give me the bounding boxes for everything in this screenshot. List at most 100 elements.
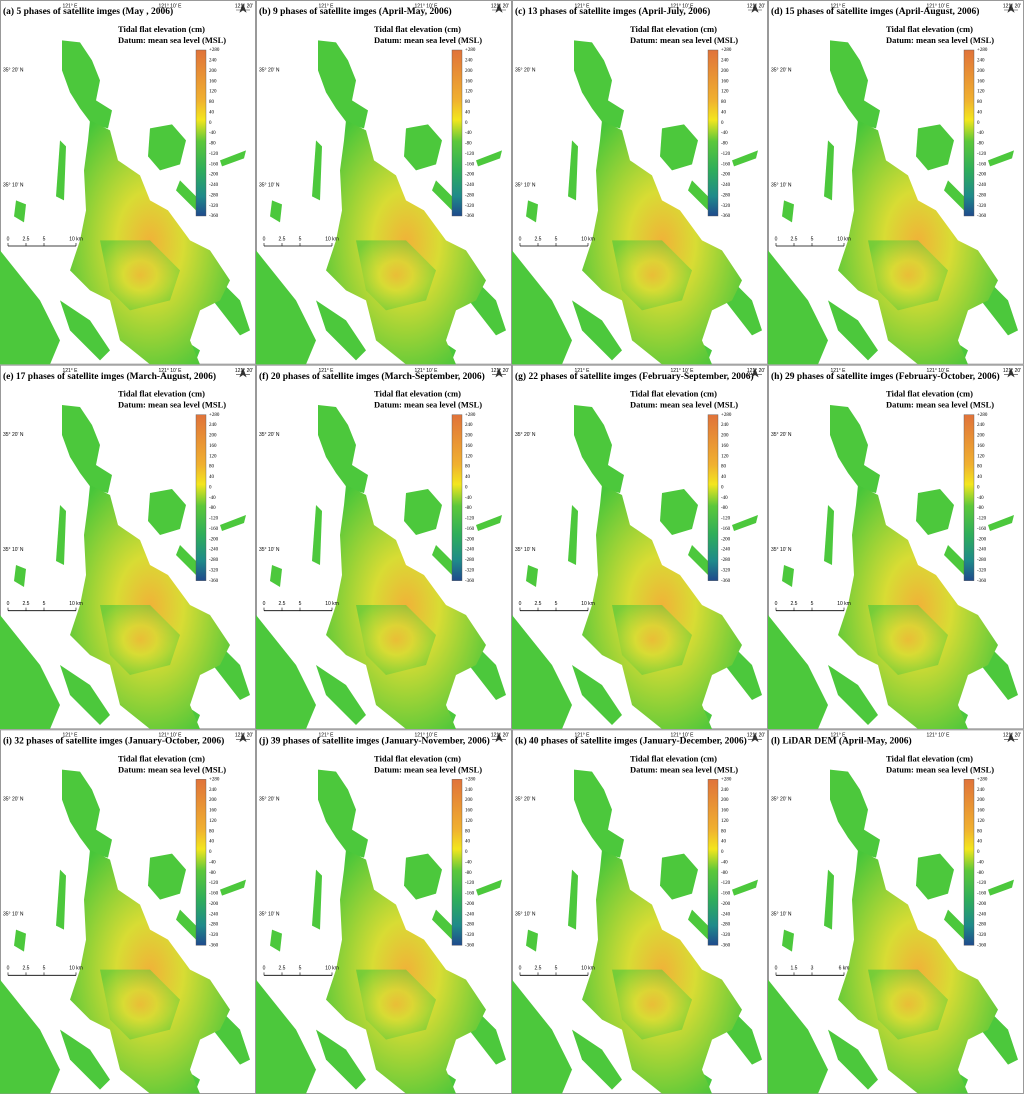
- scale-label: 5: [555, 966, 558, 972]
- color-bar-label: 200: [465, 69, 473, 74]
- scale-label: 5: [299, 601, 302, 607]
- longitude-label: 121° 20': [491, 368, 509, 374]
- map-panel: (k) 40 phases of satellite imges (Januar…: [512, 729, 768, 1094]
- legend-title: Tidal flat elevation (cm): [374, 389, 461, 399]
- color-bar-label: 200: [465, 434, 473, 439]
- color-bar-label: -360: [977, 214, 987, 219]
- color-bar-label: 120: [977, 819, 985, 824]
- longitude-label: 121° 10' E: [927, 3, 951, 9]
- color-bar-label: 160: [721, 444, 729, 449]
- panel-title: (k) 40 phases of satellite imges (Januar…: [515, 736, 747, 747]
- color-bar-label: -320: [465, 933, 475, 938]
- color-bar-label: -280: [209, 558, 219, 563]
- color-bar: [963, 49, 975, 217]
- map-panel: (a) 5 phases of satellite imges (May , 2…: [0, 0, 256, 365]
- panel-title: (c) 13 phases of satellite imges (April-…: [515, 6, 710, 17]
- longitude-label: 121° 20': [491, 3, 509, 9]
- color-bar-label: -40: [465, 131, 472, 136]
- legend-datum: Datum: mean sea level (MSL): [886, 35, 994, 45]
- scale-label: 10 km: [69, 601, 83, 607]
- map-panel: (l) LiDAR DEM (April-May, 2006) Tidal fla…: [768, 729, 1024, 1094]
- color-bar-label: -40: [721, 860, 728, 865]
- longitude-label: 121° 10' E: [415, 733, 439, 739]
- longitude-label: 121° 20': [235, 3, 253, 9]
- color-bar-label: -40: [977, 496, 984, 501]
- color-bar-label: -80: [465, 506, 472, 511]
- scale-label: 2.5: [279, 236, 286, 242]
- map-panel: (c) 13 phases of satellite imges (April-…: [512, 0, 768, 365]
- color-bar: [707, 414, 719, 581]
- scale-label: 5: [555, 236, 558, 242]
- color-bar-label: 80: [209, 465, 215, 470]
- color-bar-label: 160: [465, 809, 473, 814]
- color-bar-label: -160: [465, 892, 475, 897]
- color-bar-label: 240: [721, 788, 729, 793]
- latitude-label: 35° 20' N: [515, 432, 536, 438]
- north-arrow: [236, 3, 250, 13]
- legend-title: Tidal flat elevation (cm): [374, 24, 461, 34]
- panel-title: (l) LiDAR DEM (April-May, 2006): [771, 736, 912, 747]
- color-bar-label: -240: [465, 183, 475, 188]
- color-bar: [451, 779, 463, 946]
- latitude-label: 35° 20' N: [3, 432, 24, 438]
- color-bar-label: -160: [977, 527, 987, 532]
- color-bar-label: 0: [465, 121, 468, 126]
- color-bar-label: -80: [977, 142, 984, 147]
- color-bar-label: -200: [465, 173, 475, 178]
- legend-title: Tidal flat elevation (cm): [630, 753, 717, 763]
- legend-datum: Datum: mean sea level (MSL): [630, 400, 738, 410]
- color-bar-label: -120: [465, 517, 475, 522]
- color-bar-label: -240: [209, 183, 219, 188]
- legend-datum: Datum: mean sea level (MSL): [630, 35, 738, 45]
- scale-label: 0: [7, 966, 10, 972]
- color-bar-label: 0: [721, 485, 724, 490]
- longitude-label: 121° E: [318, 733, 334, 739]
- color-bar-label: -40: [977, 131, 984, 136]
- scale-label: 0: [263, 601, 266, 607]
- scale-label: 0: [7, 601, 10, 607]
- color-bar-label: 240: [465, 59, 473, 64]
- color-bar-label: +280: [721, 48, 732, 53]
- color-bar-label: -240: [721, 912, 731, 917]
- color-bar-label: 160: [721, 79, 729, 84]
- color-bar-label: -360: [977, 579, 987, 584]
- scale-label: 10 km: [837, 236, 851, 242]
- scale-label: 5: [43, 601, 46, 607]
- color-bar-label: 40: [977, 110, 983, 115]
- color-bar-label: -40: [977, 860, 984, 865]
- panel-title: (e) 17 phases of satellite imges (March-…: [3, 371, 216, 382]
- color-bar-label: -80: [465, 871, 472, 876]
- color-bar-label: -280: [721, 923, 731, 928]
- color-bar-label: 40: [465, 475, 471, 480]
- color-bar-label: 0: [977, 485, 980, 490]
- color-bar-label: -40: [465, 496, 472, 501]
- latitude-label: 35° 20' N: [259, 67, 280, 73]
- legend-title: Tidal flat elevation (cm): [374, 753, 461, 763]
- color-bar-label: -320: [209, 204, 219, 209]
- color-bar-label: -40: [465, 860, 472, 865]
- color-bar-label: 40: [209, 475, 215, 480]
- color-bar-label: 80: [977, 100, 983, 105]
- color-bar-label: -160: [209, 892, 219, 897]
- legend-datum: Datum: mean sea level (MSL): [374, 400, 482, 410]
- north-arrow: [492, 3, 506, 13]
- scale-label: 10 km: [69, 236, 83, 242]
- color-bar-label: -40: [721, 496, 728, 501]
- legend-datum: Datum: mean sea level (MSL): [374, 35, 482, 45]
- scale-label: 2.5: [791, 236, 798, 242]
- color-bar-label: -360: [721, 579, 731, 584]
- legend-title: Tidal flat elevation (cm): [118, 24, 205, 34]
- color-bar-label: -80: [209, 506, 216, 511]
- north-arrow: [236, 732, 250, 743]
- longitude-label: 121° 10' E: [671, 733, 695, 739]
- color-bar-label: 200: [977, 434, 985, 439]
- legend-datum: Datum: mean sea level (MSL): [118, 35, 226, 45]
- latitude-label: 35° 10' N: [3, 547, 24, 553]
- scale-label: 5: [811, 601, 814, 607]
- scale-label: 5: [43, 236, 46, 242]
- longitude-label: 121° E: [574, 3, 590, 9]
- color-bar-label: -200: [465, 537, 475, 542]
- latitude-label: 35° 10' N: [515, 912, 536, 918]
- color-bar-label: 40: [977, 840, 983, 845]
- legend-title: Tidal flat elevation (cm): [630, 24, 717, 34]
